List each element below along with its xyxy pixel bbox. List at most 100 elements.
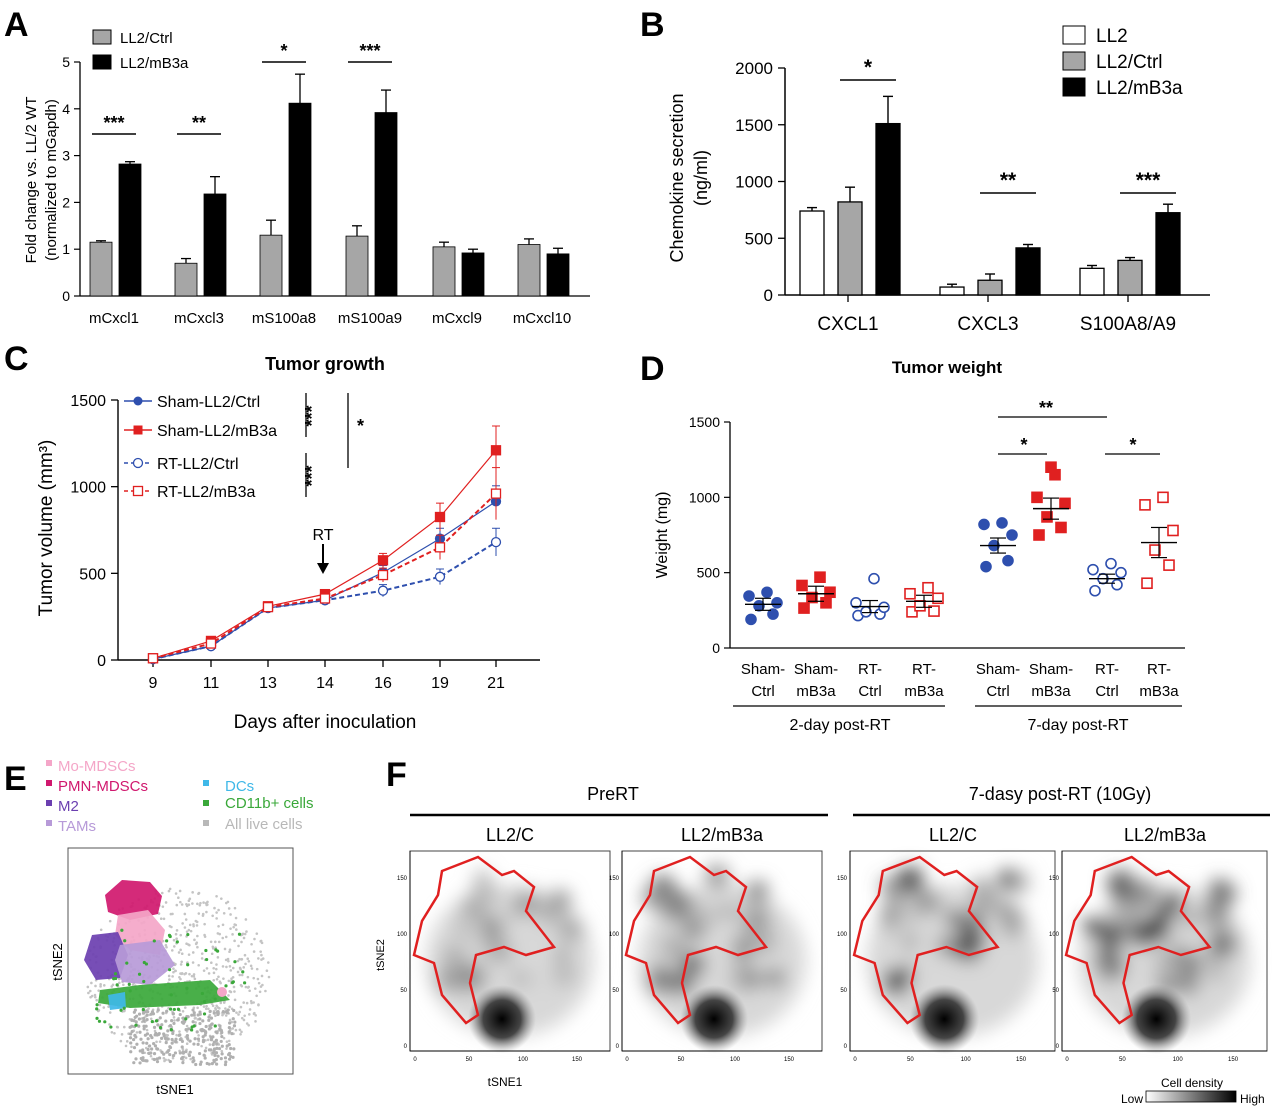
- cell-point: [216, 1010, 220, 1015]
- cell-point: [231, 1055, 235, 1059]
- cell-point: [204, 1046, 208, 1050]
- cell-point: [185, 1024, 189, 1028]
- cell-point: [99, 983, 102, 986]
- point-RT-mB3a: [1163, 559, 1175, 571]
- cell-point: [132, 1046, 137, 1050]
- cell-point: [175, 929, 179, 932]
- panel-d-letter: D: [640, 350, 665, 388]
- cell-point: [257, 981, 261, 985]
- cell-point: [186, 961, 189, 964]
- y-tick-label: 100: [1049, 932, 1060, 938]
- cell-point: [108, 919, 112, 923]
- point-RT-mB3a: [1167, 524, 1179, 537]
- cell-point: [217, 940, 221, 944]
- cell-point: [252, 950, 256, 953]
- cell-point: [123, 939, 127, 943]
- cell-point: [258, 990, 262, 994]
- cell-point: [207, 972, 211, 975]
- x-tick-label: 150: [1228, 1057, 1239, 1063]
- cell-point: [253, 1011, 256, 1015]
- cell-point: [206, 1038, 210, 1042]
- cell-point: [131, 1037, 136, 1042]
- legend-marker-rt-mb3a: [132, 485, 144, 497]
- density-scale-title: Cell density: [1161, 1076, 1223, 1090]
- cell-point: [178, 1037, 182, 1042]
- density-spot: [548, 889, 572, 913]
- cell-point: [209, 1038, 214, 1042]
- series-line-Sham-LL2/mB3a: [152, 449, 497, 659]
- density-plot-3: 0 0 50 50 100 100 150 150: [837, 850, 1056, 1063]
- cell-point: [197, 963, 200, 967]
- panel-a-ylabel-2: (normalized to mGapdh): [43, 99, 60, 261]
- cell-point: [234, 1028, 238, 1032]
- legend-label-ll2: LL2: [1096, 26, 1128, 47]
- cell-point: [196, 1006, 199, 1010]
- legend-marker-rt-ctrl: [132, 457, 144, 469]
- y-tick-label: 1: [62, 241, 70, 257]
- cell-point: [211, 945, 215, 949]
- bar-mCxcl3-LL2/mB3a: [203, 193, 227, 297]
- cell-point: [213, 906, 216, 910]
- density-spot: [1082, 916, 1103, 937]
- bar-CXCL1-LL2: [799, 210, 825, 296]
- y-tick-label: 1500: [70, 393, 106, 410]
- cell-point: [171, 975, 174, 978]
- cell-point: [222, 1036, 226, 1040]
- point-RT-LL2/mB3a: [319, 593, 331, 604]
- cell-point: [192, 1006, 196, 1010]
- cell-point: [238, 957, 241, 961]
- cell-point: [181, 922, 184, 925]
- cell-point: [196, 1037, 201, 1041]
- bar-mS100a9-LL2/mB3a: [374, 112, 398, 297]
- y-tick-label: 150: [609, 876, 620, 882]
- cell-point: [165, 939, 169, 943]
- cell-point: [213, 1024, 217, 1028]
- cell-point: [163, 1036, 168, 1041]
- point-Sham-Ctrl: [996, 517, 1008, 529]
- cell-point: [96, 1009, 100, 1013]
- bar-CXCL1-LL2/Ctrl: [837, 201, 863, 296]
- cell-point: [138, 1061, 142, 1065]
- cell-point: [122, 1006, 126, 1010]
- cell-point: [140, 1058, 145, 1062]
- panel-b-letter: B: [640, 6, 665, 44]
- sig-label-d2: *: [1020, 435, 1027, 455]
- point-RT-LL2/Ctrl: [490, 536, 502, 548]
- density-core: [1121, 984, 1192, 1054]
- cell-point: [214, 1058, 218, 1062]
- cell-point: [238, 1028, 242, 1032]
- density-scale-high: High: [1240, 1092, 1265, 1106]
- legend-marker-sham-ctrl: [133, 396, 143, 406]
- legend-swatch-ll2: [1062, 25, 1086, 45]
- cell-point: [248, 1008, 252, 1011]
- cell-point: [198, 1021, 202, 1026]
- sig-label-c2: ***: [302, 465, 322, 486]
- bar-S100A8/A9-LL2/mB3a: [1155, 212, 1181, 296]
- bar-S100A8/A9-LL2: [1079, 267, 1105, 296]
- cell-point: [201, 1038, 206, 1042]
- cell-point: [167, 968, 172, 972]
- cell-point: [130, 1030, 134, 1034]
- cell-point: [219, 981, 222, 985]
- cell-point: [168, 1007, 173, 1011]
- panel-c-plot: 0 500 1000 1500 9 11 13 14 16 19 21: [70, 393, 540, 692]
- cell-point: [172, 1021, 176, 1026]
- x-tick-label: 0: [853, 1057, 857, 1063]
- cell-point: [227, 907, 231, 910]
- cell-point: [221, 965, 225, 968]
- bar-mCxcl9-LL2/Ctrl: [432, 246, 456, 297]
- cell-point: [260, 953, 263, 957]
- cell-point: [240, 973, 244, 977]
- cell-point: [161, 1011, 165, 1015]
- cell-point: [228, 948, 232, 952]
- cell-point: [229, 1046, 233, 1051]
- x-tick-label: 9: [149, 675, 158, 692]
- density-spot: [916, 889, 941, 915]
- legend-label-all-live: All live cells: [225, 816, 303, 833]
- cell-point: [146, 1037, 150, 1041]
- cell-point: [197, 1034, 200, 1037]
- cell-point: [95, 1016, 99, 1020]
- x-tick-label: 100: [518, 1057, 529, 1063]
- bar-mS100a8-LL2/Ctrl: [259, 234, 283, 297]
- x-tick-label: Sham-: [1029, 661, 1073, 678]
